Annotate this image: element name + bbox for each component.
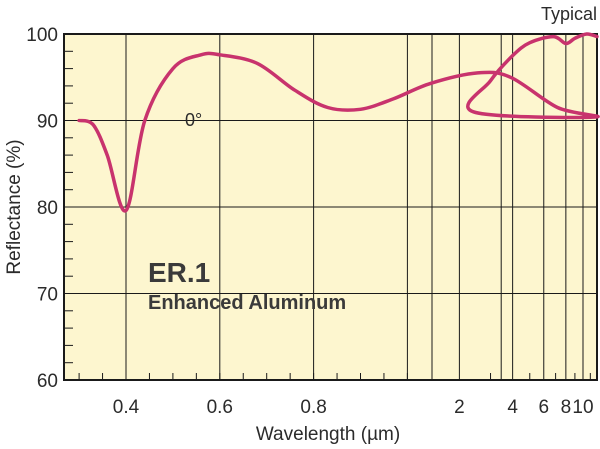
x-tick-label: 8 [561, 397, 572, 418]
minor-ticks [64, 33, 591, 381]
x-tick-label: 0.6 [207, 397, 233, 418]
x-tick-label: 6 [538, 397, 549, 418]
coating-code: ER.1 [148, 257, 210, 288]
y-tick-label: 70 [37, 285, 58, 306]
y-tick-label: 60 [37, 371, 58, 392]
x-tick-label: 4 [507, 397, 518, 418]
x-tick-label: 10 [572, 397, 593, 418]
y-tick-labels: 100 90 80 70 60 [26, 25, 58, 392]
x-axis-title: Wavelength (µm) [256, 424, 400, 445]
y-tick-label: 80 [37, 198, 58, 219]
angle-label: 0° [185, 110, 202, 130]
x-tick-label: 2 [454, 397, 465, 418]
reflectance-curve [77, 32, 600, 213]
y-tick-label: 100 [26, 25, 58, 46]
y-axis-title: Reflectance (%) [4, 139, 25, 274]
corner-note: Typical [541, 4, 597, 24]
x-tick-label: 0.4 [113, 397, 140, 418]
x-tick-labels: 0.4 0.6 0.8 2 4 6 8 10 [113, 397, 594, 418]
y-tick-label: 90 [37, 112, 58, 133]
coating-name: Enhanced Aluminum [148, 292, 346, 314]
plot-frame [63, 33, 598, 381]
x-tick-label: 0.8 [300, 397, 326, 418]
